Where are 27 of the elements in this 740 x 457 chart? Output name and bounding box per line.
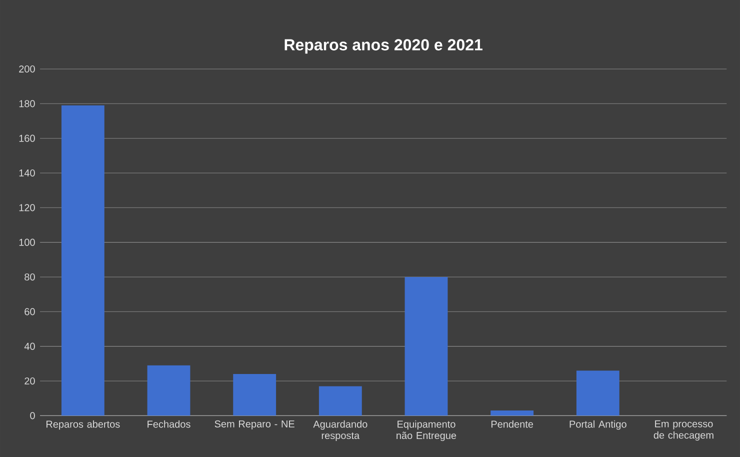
bar — [61, 105, 104, 416]
x-tick-label: Portal Antigo — [570, 420, 626, 430]
y-tick-label: 40 — [24, 342, 35, 350]
x-tick-label: Aguardando resposta — [313, 420, 368, 442]
y-tick-label: 140 — [19, 169, 35, 177]
bar — [147, 365, 190, 416]
y-tick-label: 0 — [30, 412, 35, 420]
y-tick-label: 200 — [19, 65, 35, 73]
y-tick-label: 120 — [19, 204, 35, 212]
y-tick-label: 80 — [24, 273, 35, 281]
y-tick-label: 100 — [19, 238, 35, 246]
chart-title: Reparos anos 2020 e 2021 — [284, 39, 482, 54]
bar — [404, 276, 448, 416]
x-tick-label: Em processo de checagem — [654, 420, 714, 441]
y-tick-label: 20 — [24, 377, 35, 385]
x-tick-label: Pendente — [491, 420, 534, 428]
x-tick-label: Reparos abertos — [46, 420, 120, 430]
y-tick-label: 180 — [19, 100, 35, 108]
bar — [318, 386, 362, 416]
bar — [233, 374, 276, 416]
x-tick-label: Equipamento não Entregue — [396, 420, 456, 442]
bar — [576, 370, 620, 416]
bar — [490, 410, 534, 416]
y-tick-label: 160 — [19, 134, 35, 142]
x-tick-label: Fechados — [148, 420, 190, 428]
y-tick-label: 60 — [24, 308, 35, 316]
x-tick-label: Sem Reparo - NE — [214, 420, 294, 430]
